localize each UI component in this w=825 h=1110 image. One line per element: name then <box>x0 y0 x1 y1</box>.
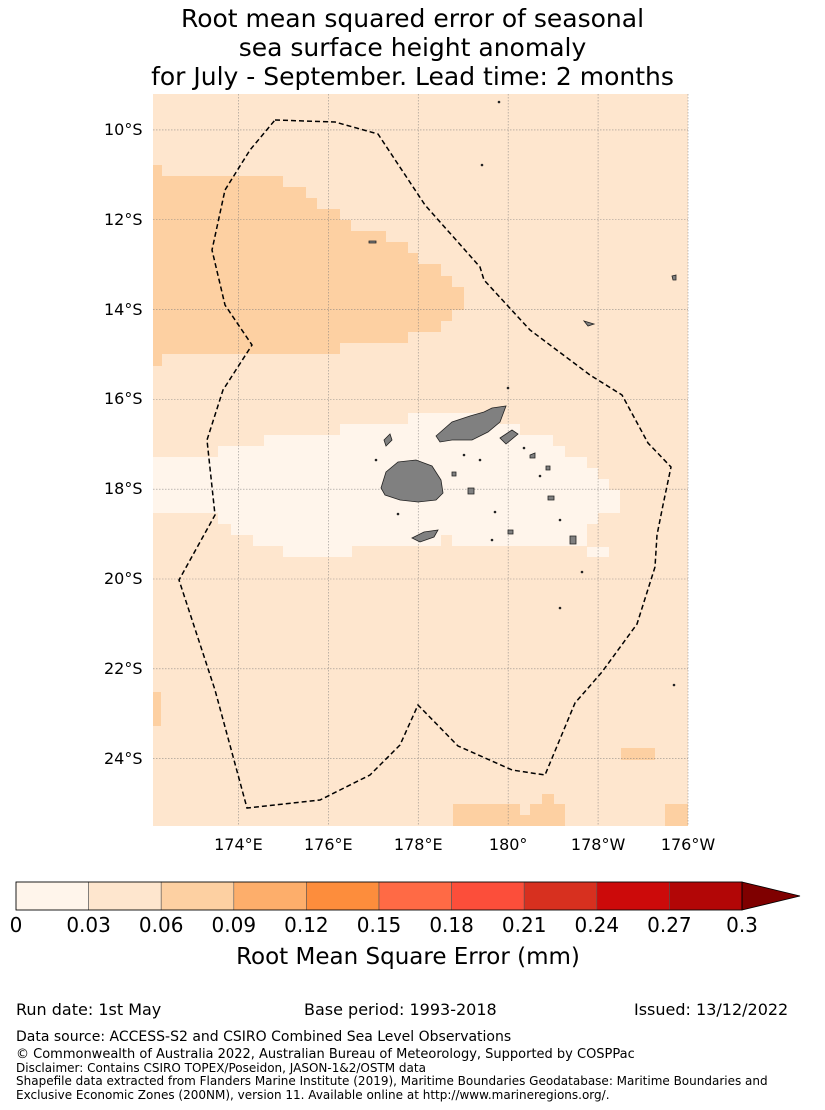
colorbar-extend-arrow <box>741 881 801 911</box>
lon-label: 176°E <box>304 835 353 854</box>
colorbar-segment <box>451 881 525 911</box>
islet <box>522 446 526 450</box>
issued-date: Issued: 13/12/2022 <box>634 1000 789 1019</box>
title-line-2: sea surface height anomaly <box>238 33 587 62</box>
lat-label: 10°S <box>104 119 143 139</box>
islet <box>506 386 510 390</box>
kadavu <box>411 529 439 543</box>
islet <box>558 606 562 610</box>
taveuni <box>499 429 519 445</box>
island-rotuma <box>671 274 677 281</box>
lon-label: 178°W <box>570 835 626 854</box>
colorbar-tick-label: 0.06 <box>138 913 184 937</box>
islet <box>490 538 494 542</box>
heatmap-band-high <box>153 165 464 366</box>
lat-label: 18°S <box>104 479 143 499</box>
heatmap-patch-bottom-right <box>665 804 688 826</box>
lon-label: 180° <box>488 835 528 854</box>
colorbar-tick-label: 0.12 <box>284 913 329 937</box>
lat-label: 24°S <box>104 748 143 768</box>
lon-label: 176°W <box>660 835 716 854</box>
disclaimer: Disclaimer: Contains CSIRO TOPEX/Poseido… <box>16 1061 426 1075</box>
colorbar-tick-label: 0.03 <box>66 913 111 937</box>
title-line-3: for July - September. Lead time: 2 month… <box>151 62 674 91</box>
heatmap-patch-right <box>621 748 655 760</box>
islet <box>672 683 676 687</box>
islet <box>396 512 400 516</box>
colorbar-tick-label: 0.27 <box>647 913 692 937</box>
colorbar-tick-label: 0.24 <box>574 913 620 937</box>
lat-label: 14°S <box>104 299 143 319</box>
island-lakeba <box>507 529 514 535</box>
shapefile-credit-2: Exclusive Economic Zones (200NM), versio… <box>16 1088 610 1102</box>
colorbar-segment <box>596 881 670 911</box>
colorbar-tick-label: 0.18 <box>429 913 474 937</box>
islet <box>493 510 497 514</box>
islet <box>558 518 562 522</box>
colorbar-segment <box>88 881 162 911</box>
lat-label: 12°S <box>104 209 143 229</box>
islet <box>478 458 482 462</box>
islet <box>462 453 466 457</box>
land-masses <box>368 240 677 545</box>
heatmap-patch-bottom <box>453 794 565 826</box>
island-lau-1 <box>529 452 536 459</box>
island-ovalau <box>451 471 457 477</box>
viti-levu <box>380 459 444 503</box>
island-koro <box>467 487 475 495</box>
island-lau-4 <box>569 535 577 545</box>
shapefile-credit-1: Shapefile data extracted from Flanders M… <box>16 1074 768 1088</box>
colorbar-segment <box>15 881 89 911</box>
run-date: Run date: 1st May <box>16 1000 162 1019</box>
colorbar-segment <box>160 881 235 911</box>
islet <box>480 163 484 167</box>
vanua-levu <box>435 405 507 443</box>
colorbar-tick-label: 0.3 <box>726 913 758 937</box>
colorbar-segment <box>669 881 743 911</box>
lon-label: 174°E <box>214 835 263 854</box>
islet <box>374 458 378 462</box>
base-period: Base period: 1993-2018 <box>304 1000 497 1019</box>
colorbar-tick-label: 0.21 <box>501 913 547 937</box>
island-yasawa <box>383 433 393 447</box>
lat-label: 22°S <box>104 658 143 678</box>
title-line-1: Root mean squared error of seasonal <box>180 4 645 33</box>
colorbar-tick-label: 0.09 <box>211 913 257 937</box>
islet <box>538 474 542 478</box>
data-source: Data source: ACCESS-S2 and CSIRO Combine… <box>16 1029 512 1045</box>
colorbar-outline <box>15 881 743 911</box>
colorbar-segment <box>306 881 380 911</box>
colorbar-segment <box>378 881 452 911</box>
lon-label: 178°E <box>393 835 443 854</box>
colorbar <box>15 881 801 911</box>
grid-lines <box>153 94 689 826</box>
islet <box>580 570 584 574</box>
colorbar-tick-label: 0.15 <box>356 913 402 937</box>
copyright: © Commonwealth of Australia 2022, Austra… <box>16 1047 635 1062</box>
island-north <box>582 320 596 327</box>
colorbar-segment <box>233 881 307 911</box>
lat-label: 16°S <box>104 389 143 409</box>
colorbar-tick-label: 0 <box>9 913 23 937</box>
heatmap-patch-left <box>153 692 161 726</box>
islet-dots <box>374 100 676 687</box>
lat-label: 20°S <box>104 569 143 588</box>
island-lau-3 <box>547 495 555 501</box>
island-small-1 <box>368 240 377 244</box>
island-lau-2 <box>545 465 551 471</box>
colorbar-label: Root Mean Square Error (mm) <box>236 944 580 970</box>
chart-title: Root mean squared error of seasonal sea … <box>0 4 825 91</box>
colorbar-segment <box>523 881 598 911</box>
islet <box>497 100 501 104</box>
